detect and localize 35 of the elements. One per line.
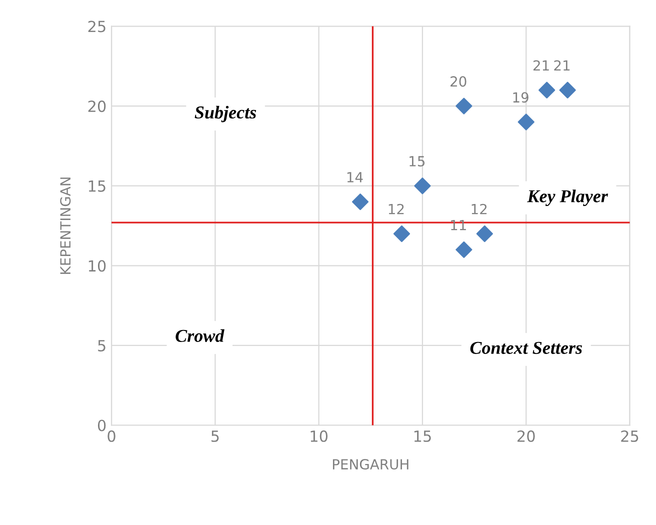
y-tick-label: 15 bbox=[88, 180, 106, 192]
point bbox=[456, 98, 472, 114]
data-label: 15 bbox=[410, 156, 425, 166]
y-tick-label: 10 bbox=[88, 260, 106, 272]
point bbox=[476, 225, 493, 242]
x-tick-label: 15 bbox=[414, 430, 431, 442]
point bbox=[456, 241, 472, 258]
y-tick-label: 20 bbox=[88, 100, 106, 112]
x-tick-label: 20 bbox=[518, 430, 535, 442]
x-tick-label: 10 bbox=[310, 430, 328, 442]
data-label: 21 bbox=[533, 60, 549, 71]
x-axis-title: PENGARUH bbox=[332, 459, 408, 470]
data-label: 20 bbox=[450, 76, 466, 87]
point bbox=[352, 194, 369, 210]
x-tick-label: 0 bbox=[108, 430, 116, 442]
annotation: Subjects bbox=[194, 106, 256, 122]
annotation: Context Setters bbox=[470, 342, 582, 354]
x-tick-label: 25 bbox=[621, 430, 638, 442]
annotation: Crowd bbox=[176, 329, 224, 342]
data-label: 14 bbox=[347, 172, 363, 182]
y-tick-label: 0 bbox=[98, 420, 106, 432]
data-label: 12 bbox=[472, 204, 487, 214]
data-label: 12 bbox=[388, 204, 404, 214]
point bbox=[559, 82, 576, 98]
point bbox=[518, 114, 534, 130]
point bbox=[414, 178, 431, 194]
point bbox=[393, 225, 410, 242]
y-axis-title: KEPENTINGAN bbox=[60, 178, 71, 274]
point bbox=[538, 82, 556, 98]
y-tick-label: 5 bbox=[98, 340, 106, 352]
data-label: 21 bbox=[554, 60, 570, 71]
annotation: Key Player bbox=[527, 190, 608, 206]
x-tick-label: 5 bbox=[211, 430, 219, 442]
y-tick-label: 25 bbox=[88, 20, 106, 32]
data-label: 19 bbox=[513, 92, 528, 103]
